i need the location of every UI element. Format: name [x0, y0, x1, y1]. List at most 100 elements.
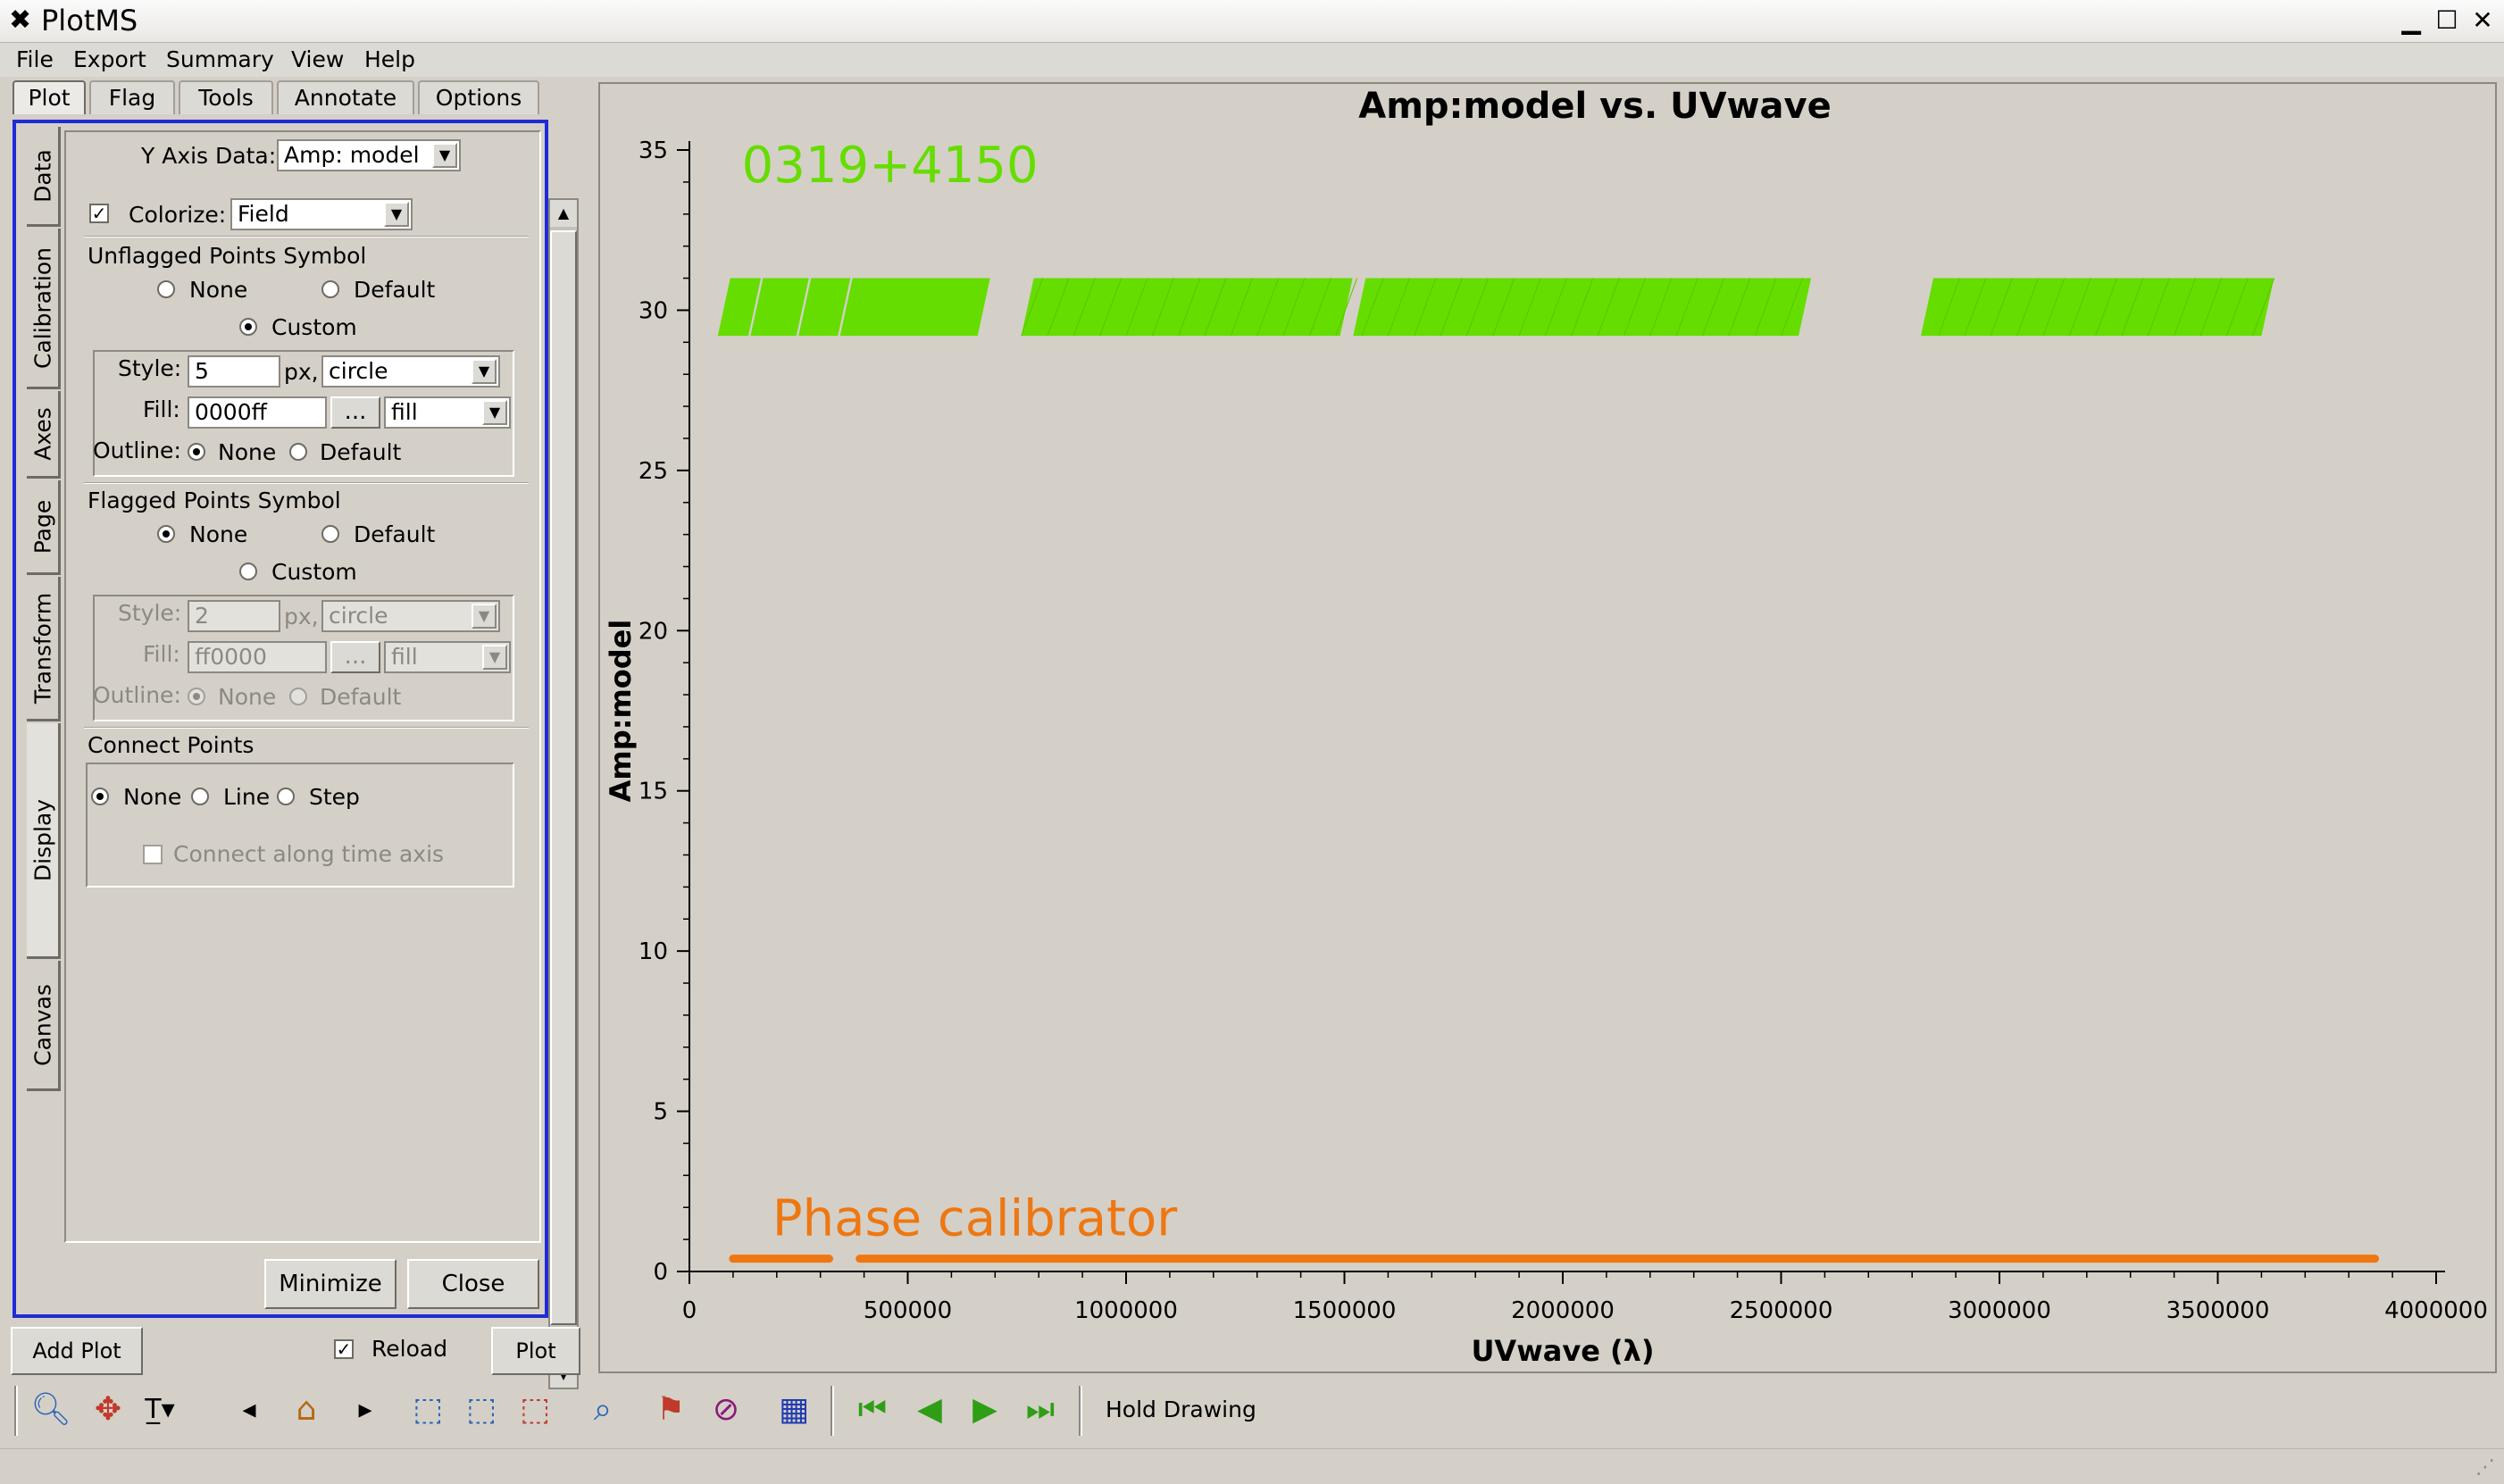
flagged-outline-none-radio [188, 688, 205, 705]
close-button[interactable]: Close [407, 1259, 539, 1309]
tab-options[interactable]: Options [418, 80, 539, 114]
unflagged-shape-select[interactable]: circle ▼ [321, 355, 500, 388]
y-tick-label: 30 [639, 297, 668, 324]
home-icon[interactable]: ⌂ [296, 1391, 317, 1428]
field-scan-line [2147, 278, 2170, 337]
unflagged-none-radio[interactable] [157, 280, 175, 298]
field-0319-4150-points [1021, 278, 1353, 337]
locate-icon[interactable]: ⌕ [593, 1391, 613, 1428]
field-scan-line [2016, 278, 2040, 337]
px-label: px, [284, 604, 319, 629]
prev-iteration-icon[interactable]: ◀ [917, 1391, 942, 1428]
settings-scrollbar[interactable]: ▲ ▼ [548, 198, 579, 1389]
field-scan-line [1544, 278, 1567, 337]
connect-line-radio[interactable] [191, 788, 209, 805]
tab-plot[interactable]: Plot [13, 80, 86, 114]
y-axis-data-select[interactable]: Amp: model ▼ [277, 139, 461, 171]
flagged-none-radio[interactable] [157, 525, 175, 543]
menu-export[interactable]: Export [73, 46, 146, 72]
unflagged-default-radio[interactable] [321, 280, 339, 298]
connect-none-radio[interactable] [91, 788, 109, 805]
y-axis-label: Amp:model [604, 620, 638, 803]
field-scan-line [1938, 278, 1961, 337]
x-axis-label: UVwave (λ) [1471, 1334, 1654, 1368]
subtract-region-icon[interactable]: ⬚ [465, 1391, 497, 1428]
side-tab-transform[interactable]: Transform [27, 577, 61, 721]
pan-icon[interactable]: ✥ [94, 1391, 122, 1428]
annotate-text-icon[interactable]: T̲▾ [145, 1394, 175, 1425]
side-tab-calibration[interactable]: Calibration [27, 229, 61, 389]
zoom-icon[interactable]: 🔍︎ [30, 1391, 71, 1428]
unflagged-custom-radio[interactable] [239, 318, 257, 336]
menu-file[interactable]: File [16, 46, 54, 72]
close-window-icon[interactable]: ✕ [2472, 5, 2493, 35]
maximize-window-icon[interactable]: ☐ [2435, 5, 2458, 35]
unflagged-color-picker-button[interactable]: ... [330, 396, 380, 429]
connect-points-group [86, 763, 514, 888]
add-plot-button[interactable]: Add Plot [11, 1327, 143, 1375]
field-scan-line [1492, 278, 1515, 337]
reload-checkbox[interactable]: ✓ [334, 1339, 354, 1359]
connect-step-radio[interactable] [277, 788, 295, 805]
scrollbar-thumb[interactable] [550, 230, 577, 1325]
window-title: PlotMS [41, 4, 138, 38]
y-tick-label: 10 [639, 938, 668, 965]
next-icon[interactable]: ▸ [358, 1394, 372, 1425]
field-scan-line [1125, 278, 1148, 337]
plot-canvas[interactable]: 0 5 10 15 20 25 30 35 0 500000 1000000 1500000 20000… [600, 84, 2495, 1371]
flagged-custom-radio[interactable] [239, 563, 257, 580]
flagged-fill-color-field: ff0000 [188, 641, 327, 673]
field-scan-line [1099, 278, 1123, 337]
scroll-up-icon[interactable]: ▲ [550, 200, 577, 227]
side-tab-page[interactable]: Page [27, 480, 61, 575]
reload-label: Reload [371, 1336, 448, 1362]
resize-grip-icon[interactable]: ⋰ [2475, 1456, 2495, 1479]
next-iteration-icon[interactable]: ▶ [972, 1391, 997, 1428]
unflagged-fill-color-field[interactable]: 0000ff [188, 396, 327, 429]
flagged-size-spinbox: 2 [188, 600, 280, 632]
field-scan-line [2121, 278, 2144, 337]
side-tab-display[interactable]: Display [27, 723, 61, 959]
flagged-custom-label: Custom [271, 559, 357, 585]
field-0319-4150-points [717, 278, 762, 337]
minimize-window-icon[interactable]: ▁ [2401, 5, 2421, 35]
unflag-icon[interactable]: ⊘ [712, 1391, 740, 1428]
prev-icon[interactable]: ◂ [242, 1394, 256, 1425]
tab-tools[interactable]: Tools [179, 80, 273, 114]
menu-summary[interactable]: Summary [166, 46, 274, 72]
flagged-default-radio[interactable] [321, 525, 339, 543]
unflagged-fill-mode-select[interactable]: fill ▼ [384, 396, 511, 429]
field-0319-4150-points [750, 278, 809, 337]
unflagged-outline-default-radio[interactable] [289, 443, 307, 461]
side-tab-axes[interactable]: Axes [27, 391, 61, 479]
side-tab-data[interactable]: Data [27, 127, 61, 227]
unflagged-size-spinbox[interactable]: 5 [188, 355, 280, 388]
x-tick-label: 2500000 [1730, 1297, 1833, 1324]
unflagged-outline-none-radio[interactable] [188, 443, 205, 461]
menu-help[interactable]: Help [364, 46, 415, 72]
field-scan-line [1649, 278, 1673, 337]
last-iteration-icon[interactable]: ⏭ [1025, 1391, 1056, 1428]
connect-time-axis-checkbox[interactable] [143, 845, 163, 864]
first-iteration-icon[interactable]: ⏮ [857, 1391, 888, 1428]
style-label: Style: [118, 355, 182, 381]
window-titlebar[interactable]: ✖ PlotMS ▁ ☐ ✕ [0, 0, 2504, 43]
hold-drawing-toggle[interactable]: Hold Drawing [1106, 1396, 1256, 1422]
select-region-icon[interactable]: ⬚ [412, 1391, 443, 1428]
colorize-checkbox[interactable]: ✓ [89, 204, 109, 223]
tab-flag[interactable]: Flag [89, 80, 175, 114]
field-scan-line [1990, 278, 2013, 337]
unflagged-custom-label: Custom [271, 314, 357, 340]
plot-button[interactable]: Plot [491, 1327, 580, 1375]
field-scan-line [1282, 278, 1306, 337]
flagged-default-label: Default [354, 521, 436, 547]
side-tab-canvas[interactable]: Canvas [27, 961, 61, 1091]
flag-icon[interactable]: ⚑ [655, 1391, 686, 1428]
menu-view[interactable]: View [291, 46, 345, 72]
clear-regions-icon[interactable]: ⬚ [519, 1391, 550, 1428]
tab-annotate[interactable]: Annotate [277, 80, 414, 114]
flag-all-icon[interactable]: ▦ [778, 1391, 809, 1428]
field-scan-line [1702, 278, 1724, 337]
minimize-button[interactable]: Minimize [264, 1259, 396, 1309]
colorize-select[interactable]: Field ▼ [230, 198, 413, 230]
